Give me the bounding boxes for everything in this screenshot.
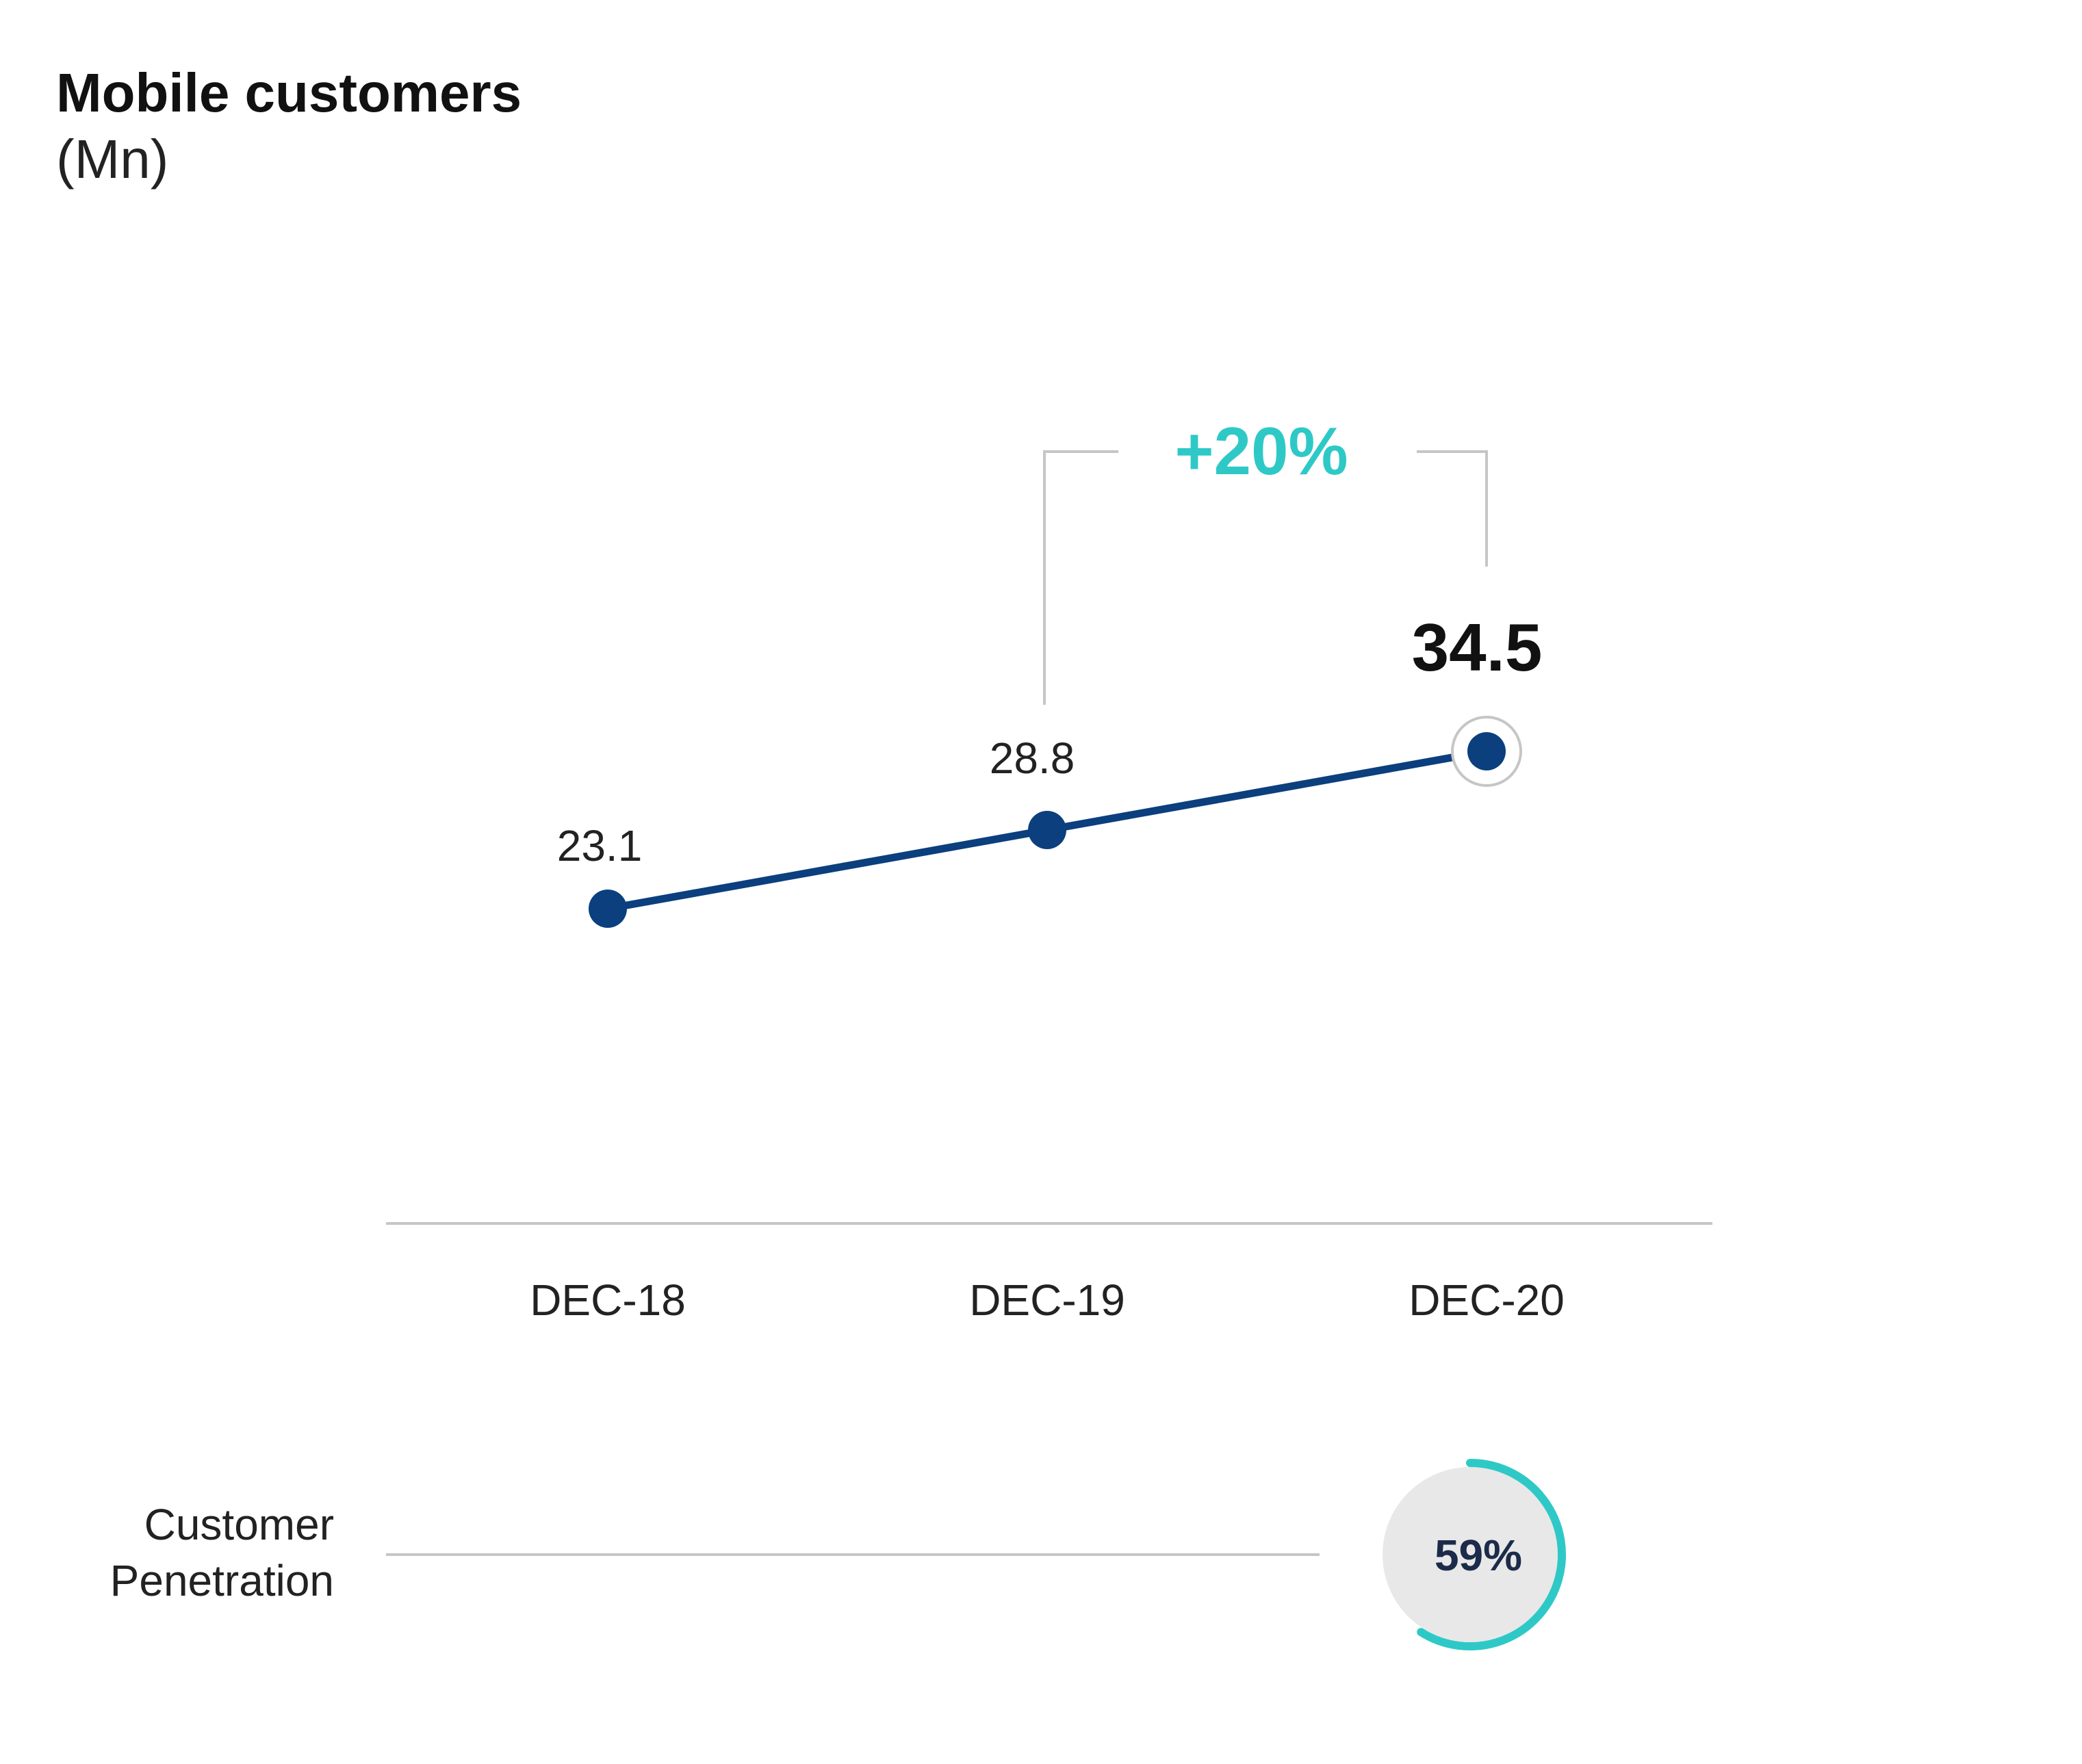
series-group bbox=[589, 716, 1522, 928]
penetration-ring-track bbox=[1383, 1467, 1558, 1642]
data-point-dec-20 bbox=[1467, 732, 1506, 770]
chart-title: Mobile customers bbox=[56, 62, 522, 123]
data-labels-group: 23.1 28.8 34.5 bbox=[557, 610, 1543, 870]
data-point-dec-19 bbox=[1028, 811, 1066, 849]
penetration-ring-arc bbox=[1417, 1459, 1566, 1650]
data-label-dec-19: 28.8 bbox=[990, 734, 1075, 783]
growth-bracket-left bbox=[1043, 450, 1118, 705]
data-label-dec-20: 34.5 bbox=[1412, 610, 1543, 685]
penetration-value: 59% bbox=[1435, 1531, 1522, 1580]
chart-subtitle-unit: (Mn) bbox=[56, 129, 168, 190]
data-label-dec-18: 23.1 bbox=[557, 821, 643, 870]
x-axis: DEC-18 DEC-19 DEC-20 bbox=[386, 1222, 1712, 1325]
growth-label: +20% bbox=[1174, 413, 1348, 489]
x-tick-label-dec-20: DEC-20 bbox=[1409, 1275, 1565, 1325]
penetration-label-line-1: Customer bbox=[144, 1500, 334, 1549]
growth-bracket-group: +20% bbox=[1043, 413, 1488, 705]
x-tick-label-dec-19: DEC-19 bbox=[969, 1275, 1125, 1325]
customer-penetration-group: Customer Penetration 59% bbox=[110, 1459, 1566, 1650]
growth-bracket-right bbox=[1417, 450, 1488, 567]
penetration-label-line-2: Penetration bbox=[110, 1556, 334, 1605]
data-point-dec-18 bbox=[589, 890, 627, 928]
x-tick-label-dec-18: DEC-18 bbox=[530, 1275, 686, 1325]
